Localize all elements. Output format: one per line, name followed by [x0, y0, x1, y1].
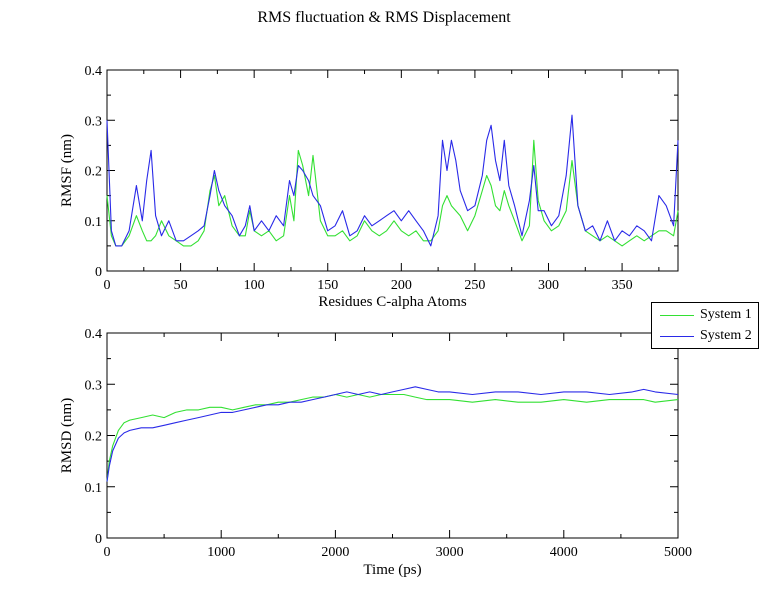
rmsf-y-tick-label: 0.1: [85, 215, 103, 230]
legend: System 1 System 2: [651, 302, 759, 349]
rmsf-x-tick-label: 100: [244, 278, 265, 293]
rmsf-y-tick-label: 0.4: [85, 64, 103, 79]
legend-swatch-system-1: [660, 315, 694, 316]
rmsf-plot-frame: [106, 69, 679, 272]
legend-item-system-2: System 2: [652, 326, 758, 346]
rmsf-x-tick-label: 250: [464, 278, 485, 293]
rmsd-y-tick-label: 0.1: [85, 481, 103, 496]
rmsf-x-tick-label: 150: [317, 278, 338, 293]
rmsf-x-tick-label: 300: [538, 278, 559, 293]
legend-swatch-system-2: [660, 336, 694, 337]
legend-label-system-2: System 2: [700, 328, 752, 343]
rmsd-x-tick-label: 4000: [550, 545, 578, 560]
rmsf-x-tick-label: 350: [612, 278, 633, 293]
rmsf-series-line-system-1: [106, 139, 679, 247]
rmsd-y-tick-label: 0.3: [85, 378, 103, 393]
rmsf-series-line-system-2: [106, 114, 679, 247]
rmsf-x-axis-label: Residues C-alpha Atoms: [318, 294, 466, 310]
rmsd-series-line-system-2: [106, 386, 679, 482]
rmsd-x-tick-label: 1000: [207, 545, 235, 560]
rmsf-y-tick-label: 0.2: [85, 165, 103, 180]
legend-label-system-1: System 1: [700, 307, 752, 322]
legend-item-system-1: System 1: [652, 305, 758, 325]
rmsd-y-axis-label: RMSD (nm): [59, 398, 75, 473]
rmsd-series-line-system-1: [106, 393, 679, 482]
rmsd-x-tick-label: 3000: [436, 545, 464, 560]
rmsf-x-tick-label: 0: [104, 278, 111, 293]
rmsf-y-tick-label: 0: [95, 265, 102, 280]
rmsd-x-tick-label: 2000: [321, 545, 349, 560]
page-title: RMS fluctuation & RMS Displacement: [257, 9, 511, 26]
rmsd-x-axis-label: Time (ps): [363, 562, 421, 578]
rmsd-x-tick-label: 0: [104, 545, 111, 560]
rmsd-y-tick-label: 0.4: [85, 327, 103, 342]
rmsf-y-axis-label: RMSF (nm): [59, 134, 75, 207]
rmsd-x-tick-label: 5000: [664, 545, 692, 560]
rmsf-x-tick-label: 50: [174, 278, 188, 293]
rmsf-y-tick-label: 0.3: [85, 114, 103, 129]
rmsd-y-tick-label: 0: [95, 532, 102, 547]
rmsd-y-tick-label: 0.2: [85, 430, 103, 445]
rmsf-x-tick-label: 200: [391, 278, 412, 293]
rmsd-plot-frame: [106, 332, 679, 539]
